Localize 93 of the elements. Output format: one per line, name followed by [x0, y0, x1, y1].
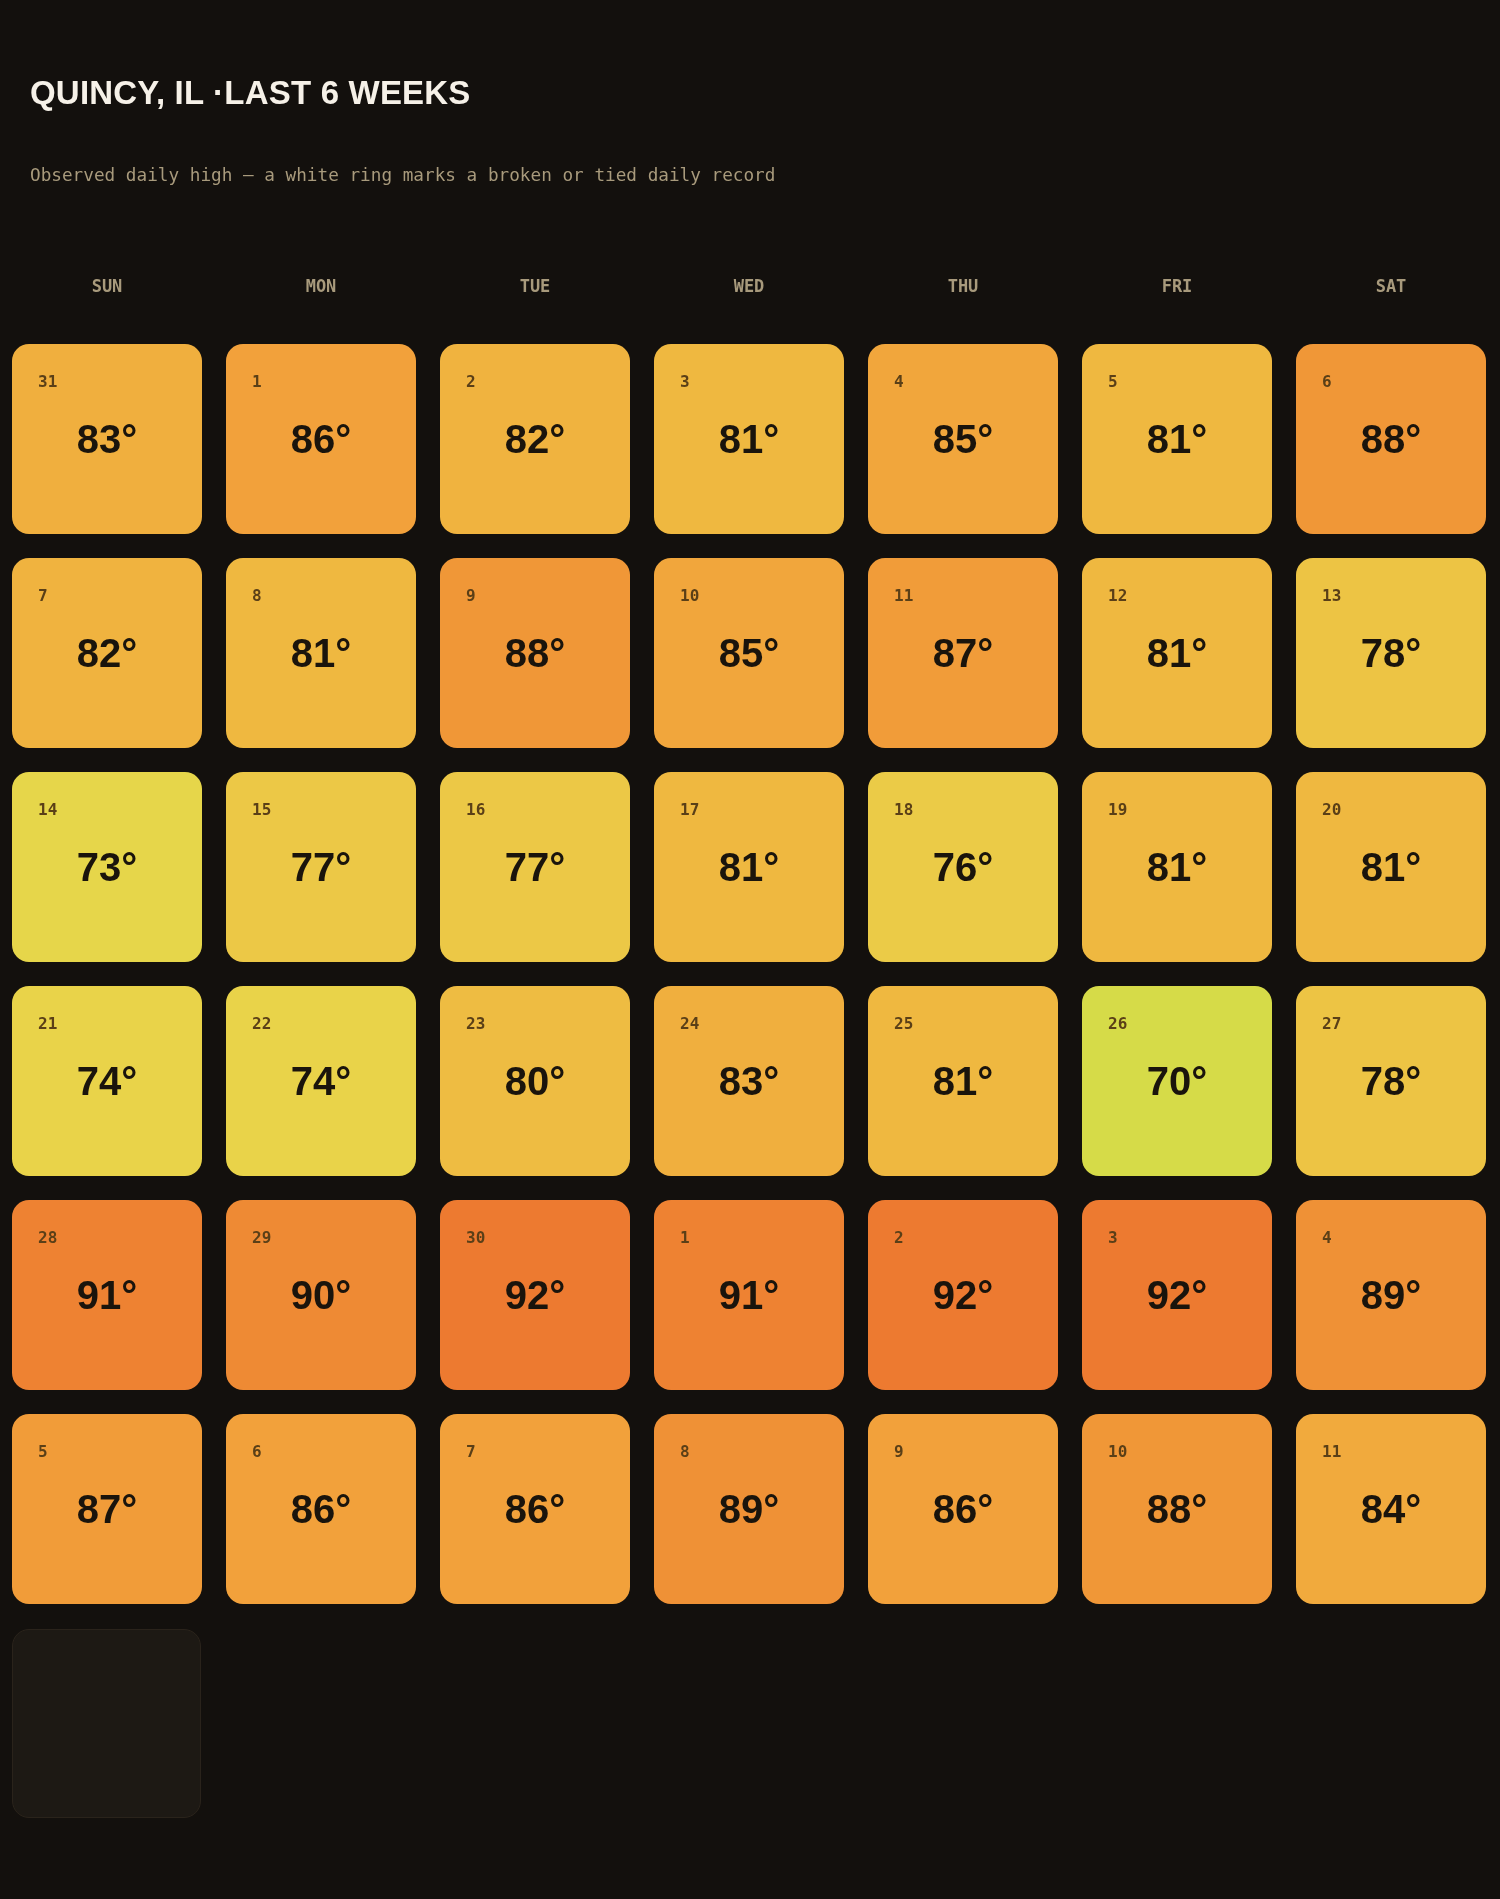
data-label: 88° — [1146, 1487, 1208, 1532]
annotation: 31 — [38, 372, 58, 392]
data-label: 84° — [1360, 1487, 1422, 1532]
annotation: 26 — [1108, 1014, 1128, 1034]
annotation: 16 — [466, 800, 486, 820]
data-label: 81° — [1146, 631, 1208, 676]
annotation: 23 — [466, 1014, 486, 1034]
data-label: 73° — [76, 845, 138, 890]
data-label: 81° — [290, 631, 352, 676]
data-label: 74° — [76, 1059, 138, 1104]
x-tick-label: FRI — [1161, 276, 1193, 297]
x-tick-label: SAT — [1375, 276, 1407, 297]
annotation: 1 — [252, 372, 262, 392]
annotation: 6 — [1322, 372, 1332, 392]
data-label: 85° — [932, 417, 994, 462]
annotation: 4 — [894, 372, 904, 392]
annotation: 28 — [38, 1228, 58, 1248]
x-tick-label: WED — [733, 276, 765, 297]
data-label: 74° — [290, 1059, 352, 1104]
data-label: 91° — [718, 1273, 780, 1318]
data-label: 77° — [290, 845, 352, 890]
annotation: 30 — [466, 1228, 486, 1248]
x-tick-label: SUN — [91, 276, 123, 297]
annotation: 8 — [252, 586, 262, 606]
data-label: 87° — [76, 1487, 138, 1532]
data-label: 81° — [718, 845, 780, 890]
annotation: 25 — [894, 1014, 914, 1034]
annotation: 13 — [1322, 586, 1342, 606]
annotation: 3 — [680, 372, 690, 392]
annotation: 2 — [466, 372, 476, 392]
data-label: 78° — [1360, 1059, 1422, 1104]
data-label: 83° — [718, 1059, 780, 1104]
data-label: 78° — [1360, 631, 1422, 676]
data-label: 81° — [1146, 845, 1208, 890]
annotation: 4 — [1322, 1228, 1332, 1248]
annotation: 19 — [1108, 800, 1128, 820]
data-label: 81° — [932, 1059, 994, 1104]
annotation: 10 — [1108, 1442, 1128, 1462]
data-label: 86° — [932, 1487, 994, 1532]
data-label: 88° — [1360, 417, 1422, 462]
data-label: 86° — [504, 1487, 566, 1532]
data-label: 87° — [932, 631, 994, 676]
annotation: 15 — [252, 800, 272, 820]
annotation: 12 — [1108, 586, 1128, 606]
annotation: 9 — [894, 1442, 904, 1462]
annotation: 3 — [1108, 1228, 1118, 1248]
annotation: 11 — [1322, 1442, 1342, 1462]
data-label: 85° — [718, 631, 780, 676]
annotation: 14 — [38, 800, 58, 820]
annotation: 1 — [680, 1228, 690, 1248]
annotation: 9 — [466, 586, 476, 606]
data-label: 82° — [76, 631, 138, 676]
x-tick-label: THU — [947, 276, 979, 297]
data-label: 81° — [1146, 417, 1208, 462]
data-label: 76° — [932, 845, 994, 890]
annotation: 17 — [680, 800, 700, 820]
x-tick-label: TUE — [519, 276, 551, 297]
annotation: 18 — [894, 800, 914, 820]
annotation: 11 — [894, 586, 914, 606]
annotation: 5 — [1108, 372, 1118, 392]
data-label: 88° — [504, 631, 566, 676]
data-label: 81° — [718, 417, 780, 462]
annotation: 22 — [252, 1014, 272, 1034]
annotation: 27 — [1322, 1014, 1342, 1034]
data-label: 86° — [290, 417, 352, 462]
chart-title: QUINCY, IL ·LAST 6 WEEKS — [30, 74, 471, 112]
data-label: 82° — [504, 417, 566, 462]
annotation: 5 — [38, 1442, 48, 1462]
data-label: 81° — [1360, 845, 1422, 890]
data-label: 89° — [1360, 1273, 1422, 1318]
annotation: 7 — [38, 586, 48, 606]
data-label: 92° — [1146, 1273, 1208, 1318]
annotation: 6 — [252, 1442, 262, 1462]
annotation: 20 — [1322, 800, 1342, 820]
data-label: 70° — [1146, 1059, 1208, 1104]
data-label: 77° — [504, 845, 566, 890]
chart-subtitle: Observed daily high — a white ring marks a broken or tied daily record — [30, 165, 776, 185]
data-label: 83° — [76, 417, 138, 462]
annotation: 24 — [680, 1014, 700, 1034]
data-label: 80° — [504, 1059, 566, 1104]
data-label: 91° — [76, 1273, 138, 1318]
annotation: 8 — [680, 1442, 690, 1462]
data-label: 86° — [290, 1487, 352, 1532]
data-label: 92° — [932, 1273, 994, 1318]
data-label: 89° — [718, 1487, 780, 1532]
data-label: 92° — [504, 1273, 566, 1318]
annotation: 21 — [38, 1014, 58, 1034]
data-label: 90° — [290, 1273, 352, 1318]
annotation: 2 — [894, 1228, 904, 1248]
annotation: 29 — [252, 1228, 272, 1248]
x-tick-label: MON — [305, 276, 337, 297]
annotation: 7 — [466, 1442, 476, 1462]
annotation: 10 — [680, 586, 700, 606]
